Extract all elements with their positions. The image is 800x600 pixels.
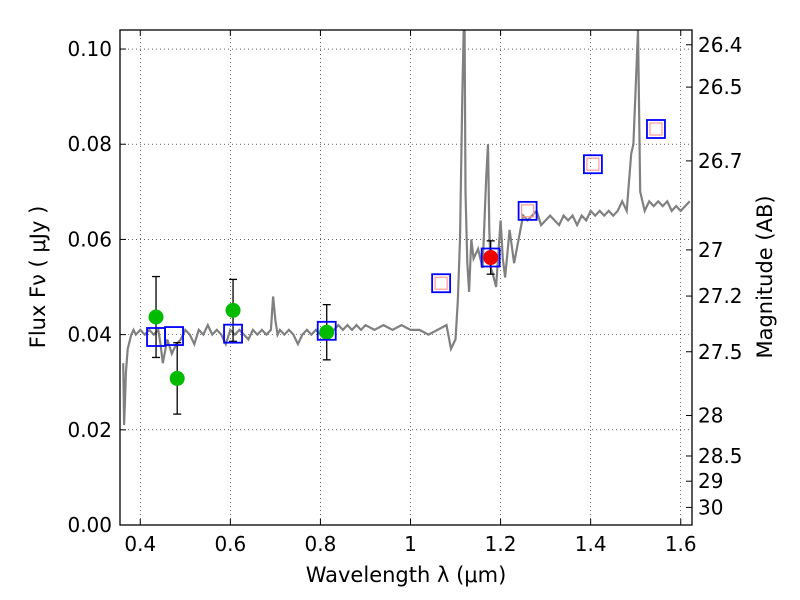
mag-tick-label: 26.4 — [698, 33, 743, 57]
plot-frame — [119, 29, 693, 526]
y-tick-label: 0.06 — [67, 227, 112, 251]
mag-tick-label: 27.5 — [698, 340, 743, 364]
data-point-circle — [169, 370, 185, 386]
x-tick-label: 0.8 — [305, 532, 337, 556]
y-tick-label: 0.00 — [67, 513, 112, 537]
data-point-circle — [483, 250, 499, 266]
y-tick-label: 0.04 — [67, 323, 112, 347]
y-tick-label: 0.10 — [67, 37, 112, 61]
model-square-inner — [521, 204, 535, 218]
model-spectrum — [122, 30, 691, 426]
model-square — [517, 200, 538, 221]
y-axis-title: Flux Fν ( μJy ) — [26, 206, 50, 349]
data-point-circle — [225, 302, 241, 318]
mag-tick-label: 26.5 — [698, 75, 743, 99]
model-square — [164, 326, 184, 346]
model-square-inner — [586, 157, 600, 171]
model-square-inner — [649, 122, 663, 136]
data-point-circle — [319, 324, 335, 340]
y2-axis-title: Magnitude (AB) — [753, 195, 777, 358]
model-square-inner — [434, 276, 448, 290]
x-tick-label: 0.4 — [124, 532, 156, 556]
data-point-circle — [148, 309, 164, 325]
x-tick-label: 0.6 — [214, 532, 246, 556]
spectrum-line — [122, 30, 691, 426]
mag-tick-label: 27 — [698, 238, 723, 262]
model-square — [646, 119, 666, 139]
mag-tick-label: 29 — [698, 469, 723, 493]
mag-tick-label: 27.2 — [698, 284, 743, 308]
model-square — [431, 273, 452, 294]
x-tick-label: 1 — [404, 532, 417, 556]
model-square — [583, 154, 603, 175]
model-square — [316, 320, 337, 341]
data-points — [146, 119, 666, 415]
mag-tick-label: 26.7 — [698, 149, 743, 173]
model-square — [480, 247, 501, 268]
y-tick-label: 0.02 — [67, 418, 112, 442]
x-tick-label: 1.2 — [485, 532, 517, 556]
axis-ticks: 0.4 0.6 0.8 1 1.2 1.4 1.6 0.00 0.02 0.04 0.06 0.08 0… — [67, 30, 743, 556]
model-square — [223, 323, 243, 344]
mag-tick-label: 28 — [698, 404, 723, 428]
y-tick-label: 0.08 — [67, 132, 112, 156]
x-axis-title: Wavelength λ (μm) — [306, 563, 507, 587]
mag-tick-label: 28.5 — [698, 444, 743, 468]
mag-tick-label: 30 — [698, 495, 723, 519]
x-tick-label: 1.4 — [575, 532, 607, 556]
x-tick-label: 1.6 — [665, 532, 697, 556]
grid-lines — [120, 30, 692, 525]
